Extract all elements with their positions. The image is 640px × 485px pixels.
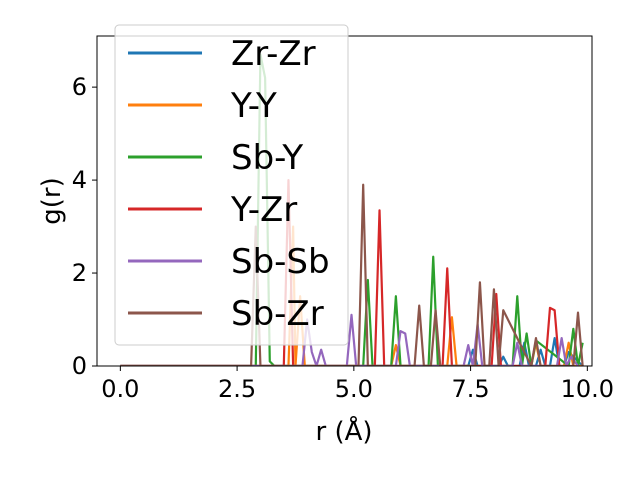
series-line-5 — [120, 183, 584, 366]
y-axis-title: g(r) — [37, 177, 67, 224]
y-tick-label: 6 — [72, 73, 87, 101]
y-tick-label: 4 — [72, 166, 87, 194]
x-tick-label: 2.5 — [218, 375, 256, 403]
x-tick-label: 0.0 — [101, 375, 139, 403]
y-tick-label: 0 — [72, 352, 87, 380]
x-tick-label: 10.0 — [561, 375, 614, 403]
y-axis: 0 2 4 6 — [72, 73, 97, 380]
x-tick-label: 7.5 — [451, 375, 489, 403]
series-line-4 — [120, 313, 579, 366]
legend-label: Sb-Y — [231, 138, 303, 178]
legend-label: Y-Zr — [230, 190, 297, 230]
legend-label: Sb-Sb — [231, 242, 330, 282]
y-tick-label: 2 — [72, 259, 87, 287]
x-axis: 0.0 2.5 5.0 7.5 10.0 — [101, 366, 614, 403]
legend: Zr-Zr Y-Y Sb-Y Y-Zr Sb-Sb Sb-Zr — [114, 24, 349, 346]
legend-label: Sb-Zr — [231, 294, 324, 334]
x-tick-label: 5.0 — [335, 375, 373, 403]
legend-label: Zr-Zr — [231, 34, 316, 74]
legend-label: Y-Y — [230, 86, 277, 126]
x-axis-title: r (Å) — [315, 415, 372, 447]
